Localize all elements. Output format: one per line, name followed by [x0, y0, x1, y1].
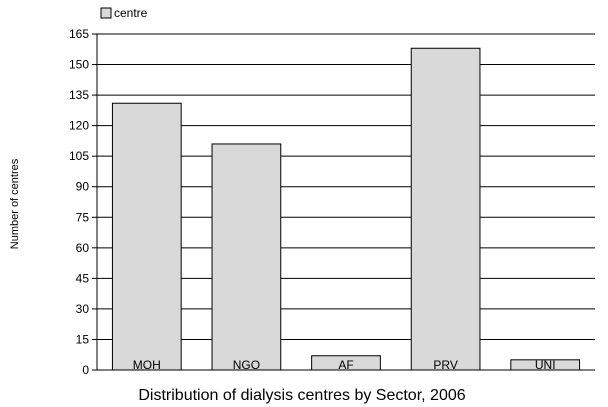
legend-label: centre [114, 6, 148, 20]
y-tick-label: 135 [69, 88, 89, 102]
y-tick-label: 0 [82, 363, 89, 377]
y-tick-label: 150 [69, 58, 89, 72]
y-tick-label: 30 [76, 302, 90, 316]
x-category-label: PRV [433, 358, 457, 372]
x-axis-categories: MOH NGO AF PRV UNI [133, 358, 556, 372]
legend-swatch [100, 7, 112, 19]
y-axis-ticks: 0 15 30 45 60 75 90 105 120 135 150 165 [69, 27, 97, 377]
bar-prv [410, 47, 481, 371]
y-tick-label: 165 [69, 27, 89, 41]
bar-moh [111, 102, 182, 371]
x-category-label: NGO [233, 358, 260, 372]
y-tick-label: 45 [76, 271, 90, 285]
y-tick-label: 90 [76, 180, 90, 194]
y-tick-label: 15 [76, 332, 90, 346]
y-tick-label: 75 [76, 210, 90, 224]
bar-ngo [211, 143, 282, 371]
y-axis-title: Number of centres [9, 158, 21, 249]
y-tick-label: 60 [76, 241, 90, 255]
chart-title: Distribution of dialysis centres by Sect… [138, 387, 465, 404]
x-category-label: UNI [535, 358, 556, 372]
legend: centre [100, 6, 148, 20]
y-tick-label: 120 [69, 119, 89, 133]
bars [111, 47, 581, 371]
y-tick-label: 105 [69, 149, 89, 163]
x-category-label: MOH [133, 358, 161, 372]
x-category-label: AF [338, 358, 353, 372]
